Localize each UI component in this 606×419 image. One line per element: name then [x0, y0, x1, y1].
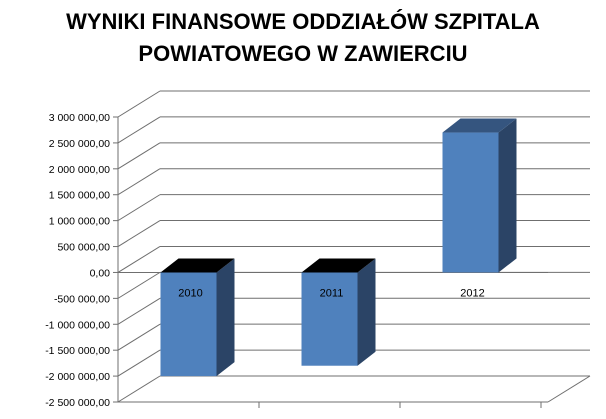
gridline-side-9: [117, 323, 161, 351]
y-tick-label-10: -2 000 000,00: [45, 371, 110, 383]
chart-title-line-1: WYNIKI FINANSOWE ODDZIAŁÓW SZPITALA: [66, 9, 540, 34]
y-tick-label-0: 3 000 000,00: [49, 112, 110, 124]
gridline-side-6: [117, 246, 161, 273]
y-tick-label-3: 1 500 000,00: [49, 190, 110, 202]
gridline-side-3: [117, 168, 161, 196]
gridline-side-1: [117, 116, 161, 144]
bar-side-2011: [357, 258, 376, 366]
y-tick-label-9: -1 500 000,00: [45, 345, 110, 357]
y-tick-label-5: 500 000,00: [57, 242, 110, 254]
x-category-label-2011: 2011: [320, 287, 344, 299]
bar-top-2011: [301, 258, 376, 273]
x-category-label-2012: 2012: [460, 287, 484, 299]
floor-right-edge: [547, 375, 591, 403]
bar-side-2012: [498, 118, 517, 273]
chart-title: WYNIKI FINANSOWE ODDZIAŁÓW SZPITALA POWI…: [0, 6, 606, 70]
gridline-side-4: [117, 194, 161, 222]
gridline-side-0: [117, 90, 161, 118]
y-tick-label-2: 2 000 000,00: [49, 164, 110, 176]
gridline-side-5: [117, 220, 161, 247]
y-tick-label-7: -500 000,00: [54, 293, 110, 305]
y-tick-label-1: 2 500 000,00: [49, 138, 110, 150]
bar-2012: [442, 132, 499, 273]
gridline-side-2: [117, 142, 161, 170]
gridline-side-10: [117, 349, 161, 377]
y-tick-label-11: -2 500 000,00: [45, 397, 110, 409]
bar-top-2012: [442, 118, 517, 133]
gridline-side-8: [117, 297, 161, 325]
y-tick-label-6: 0,00: [90, 267, 111, 279]
y-tick-label-4: 1 000 000,00: [49, 216, 110, 228]
gridline-side-11: [117, 375, 161, 403]
x-category-label-2010: 2010: [178, 287, 202, 299]
chart-title-line-2: POWIATOWEGO W ZAWIERCIU: [138, 41, 468, 66]
gridline-side-7: [117, 271, 161, 299]
y-tick-label-8: -1 000 000,00: [45, 319, 110, 331]
bar-top-2010: [160, 258, 235, 273]
bar-2010: [160, 272, 217, 377]
bar-2011: [301, 272, 358, 366]
bar-side-2010: [216, 258, 235, 377]
